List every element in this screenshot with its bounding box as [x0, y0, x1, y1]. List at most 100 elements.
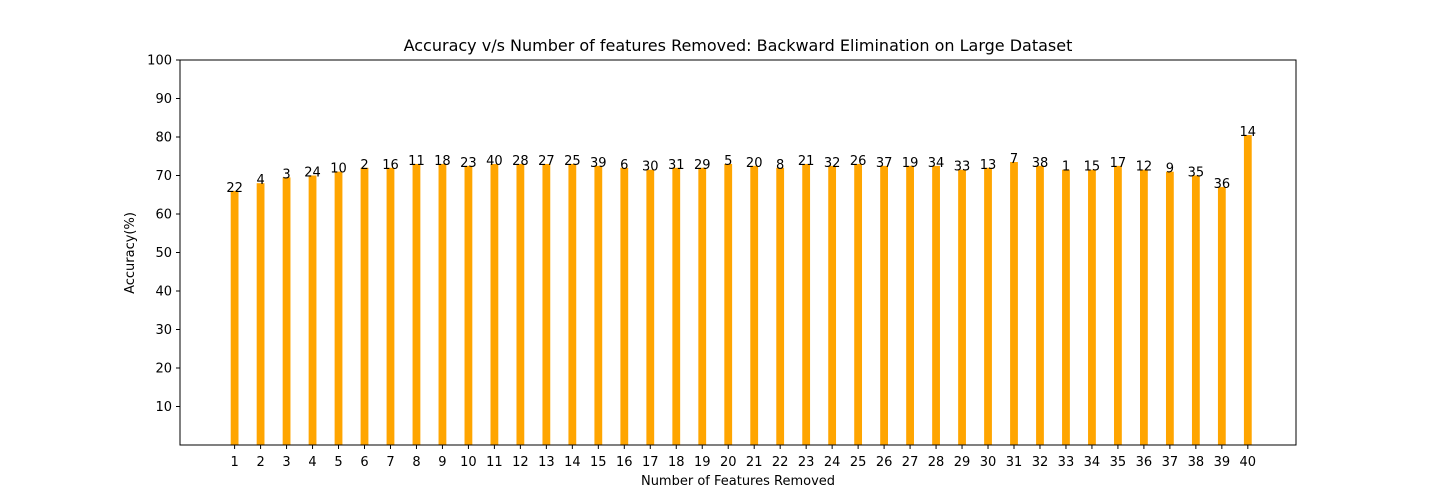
- x-tick-label-32: 32: [1032, 455, 1049, 470]
- bar-20: [724, 163, 733, 445]
- data-label-34: 15: [1084, 160, 1101, 175]
- x-tick-label-6: 6: [360, 455, 368, 470]
- x-tick-label-26: 26: [876, 455, 893, 470]
- data-labels-group: 22 4 3 24 10 2 16 11 18 23 40 28 27 25 39 6 30 31 29 5 20 8 21…: [226, 125, 1256, 196]
- bar-26: [880, 165, 888, 446]
- y-tick-label-80: 80: [155, 131, 172, 146]
- data-label-33: 1: [1062, 160, 1070, 175]
- data-label-27: 19: [902, 156, 919, 171]
- x-tick-label-24: 24: [824, 455, 841, 470]
- x-tick-label-5: 5: [334, 455, 342, 470]
- x-axis-ticks: 1 2 3 4 5 6 7 8 9 10 11 12 13 14 15 16 17 18 19 20 21 22 23 24 2…: [230, 445, 1256, 470]
- data-label-14: 25: [564, 154, 581, 169]
- x-tick-label-15: 15: [590, 455, 607, 470]
- x-tick-label-11: 11: [486, 455, 503, 470]
- x-tick-label-12: 12: [512, 455, 529, 470]
- x-tick-label-8: 8: [412, 455, 420, 470]
- x-tick-label-10: 10: [460, 455, 477, 470]
- bar-22: [776, 167, 785, 446]
- data-label-10: 23: [460, 156, 477, 171]
- x-tick-label-16: 16: [616, 455, 633, 470]
- x-tick-label-19: 19: [694, 455, 711, 470]
- data-label-21: 20: [746, 156, 763, 171]
- bar-14: [568, 163, 577, 445]
- bar-21: [750, 165, 759, 446]
- data-label-2: 4: [256, 173, 264, 188]
- bar-39: [1217, 187, 1226, 446]
- data-label-9: 18: [434, 154, 451, 169]
- x-tick-label-36: 36: [1136, 455, 1153, 470]
- y-tick-label-50: 50: [155, 246, 172, 261]
- bar-18: [672, 167, 681, 446]
- x-tick-label-29: 29: [954, 455, 971, 470]
- bar-19: [698, 167, 707, 446]
- x-tick-label-37: 37: [1162, 455, 1179, 470]
- y-tick-label-10: 10: [155, 400, 172, 415]
- data-label-25: 26: [850, 154, 867, 169]
- data-label-24: 32: [824, 156, 841, 171]
- bar-16: [620, 167, 629, 446]
- data-label-28: 34: [928, 156, 945, 171]
- x-tick-label-9: 9: [438, 455, 446, 470]
- x-tick-label-2: 2: [256, 455, 264, 470]
- x-tick-label-13: 13: [538, 455, 555, 470]
- data-label-37: 9: [1166, 162, 1174, 177]
- bar-24: [828, 165, 837, 446]
- data-label-31: 7: [1010, 152, 1018, 167]
- data-label-6: 2: [360, 158, 368, 173]
- data-label-7: 16: [382, 158, 399, 173]
- y-tick-label-30: 30: [155, 323, 172, 338]
- x-tick-label-28: 28: [928, 455, 945, 470]
- x-tick-label-33: 33: [1058, 455, 1075, 470]
- bars-group: [230, 135, 1252, 446]
- plot-frame: [179, 59, 1297, 446]
- bar-13: [542, 163, 551, 445]
- data-label-5: 10: [330, 162, 347, 177]
- data-label-17: 30: [642, 160, 659, 175]
- data-label-13: 27: [538, 154, 555, 169]
- data-label-4: 24: [304, 166, 321, 181]
- x-tick-label-18: 18: [668, 455, 685, 470]
- data-label-12: 28: [512, 154, 529, 169]
- bar-25: [854, 163, 863, 445]
- bar-36: [1140, 169, 1148, 446]
- bar-28: [932, 165, 940, 446]
- bar-4: [308, 175, 317, 445]
- data-label-18: 31: [668, 158, 685, 173]
- bar-34: [1088, 169, 1096, 446]
- bar-3: [282, 177, 291, 445]
- data-label-8: 11: [408, 154, 425, 169]
- bar-29: [958, 169, 966, 446]
- bar-27: [906, 165, 914, 446]
- bar-1: [230, 190, 239, 445]
- bar-38: [1191, 175, 1200, 445]
- x-tick-label-3: 3: [282, 455, 290, 470]
- bar-32: [1036, 165, 1044, 446]
- bar-37: [1165, 171, 1174, 445]
- x-tick-label-31: 31: [1006, 455, 1023, 470]
- data-label-15: 39: [590, 156, 607, 171]
- bar-9: [438, 163, 447, 445]
- x-tick-label-34: 34: [1084, 455, 1101, 470]
- x-tick-label-38: 38: [1188, 455, 1205, 470]
- bar-8: [412, 163, 421, 445]
- bar-11: [490, 163, 499, 445]
- bar-6: [360, 167, 369, 446]
- data-label-19: 29: [694, 158, 711, 173]
- bar-23: [802, 163, 811, 445]
- bar-30: [984, 167, 992, 446]
- bar-35: [1114, 165, 1122, 446]
- x-tick-label-35: 35: [1110, 455, 1127, 470]
- x-tick-label-14: 14: [564, 455, 581, 470]
- chart-title: Accuracy v/s Number of features Removed:…: [404, 36, 1073, 55]
- data-label-32: 38: [1032, 156, 1049, 171]
- bar-15: [594, 165, 603, 446]
- x-tick-label-27: 27: [902, 455, 919, 470]
- y-tick-label-90: 90: [155, 92, 172, 107]
- data-label-23: 21: [798, 154, 815, 169]
- data-label-11: 40: [486, 154, 503, 169]
- x-tick-label-7: 7: [386, 455, 394, 470]
- bar-40: [1243, 135, 1252, 445]
- x-tick-label-4: 4: [308, 455, 316, 470]
